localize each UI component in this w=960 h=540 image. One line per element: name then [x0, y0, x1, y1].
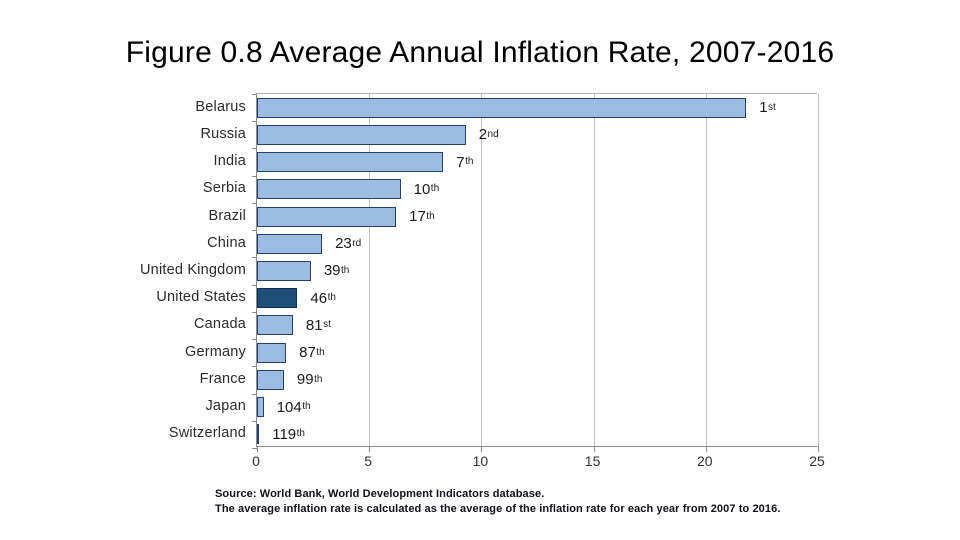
category-label-serbia: Serbia	[202, 180, 246, 197]
category-axis-tick	[252, 312, 257, 313]
category-axis-tick	[252, 203, 257, 204]
category-axis-tick	[252, 448, 257, 449]
bar-india	[257, 152, 444, 173]
category-axis-labels: Belarus Russia India Serbia Brazil China Unite…	[0, 93, 246, 447]
x-axis-tick-25	[818, 446, 819, 452]
category-label-russia: Russia	[200, 125, 246, 142]
category-axis-tick	[252, 257, 257, 258]
category-label-china: China	[207, 234, 246, 251]
x-tick-label-25: 25	[809, 453, 825, 469]
x-axis-tick-20	[705, 446, 707, 452]
category-axis-tick	[252, 421, 257, 422]
source-line-1: Source: World Bank, World Development In…	[215, 488, 545, 500]
category-axis-tick	[252, 148, 257, 149]
bar-switzerland	[257, 424, 260, 445]
category-label-belarus: Belarus	[195, 98, 246, 115]
category-axis-tick	[252, 121, 257, 122]
x-tick-label-15: 15	[584, 453, 601, 469]
bar-germany	[257, 342, 287, 363]
gridline-15	[593, 94, 595, 446]
source-line-2: The average inflation rate is calculated…	[215, 503, 781, 515]
category-label-united-states: United States	[156, 289, 246, 306]
x-tick-label-20: 20	[697, 453, 713, 469]
category-label-canada: Canada	[194, 316, 246, 333]
bar-russia	[257, 124, 466, 145]
category-axis-tick	[252, 94, 257, 95]
category-label-india: India	[213, 153, 246, 170]
category-axis-tick	[252, 285, 257, 286]
category-axis-tick	[252, 339, 257, 340]
bar-canada	[257, 315, 293, 336]
bar-japan	[257, 397, 264, 418]
x-axis-tick-15	[593, 446, 595, 452]
category-axis-tick	[252, 394, 257, 395]
category-label-france: France	[199, 370, 246, 387]
category-label-brazil: Brazil	[208, 207, 246, 224]
category-axis-tick	[252, 230, 257, 231]
bar-belarus	[257, 97, 747, 118]
x-tick-label-10: 10	[472, 453, 489, 469]
x-axis-tick-5	[369, 446, 371, 452]
x-axis-labels: 0 5 10 15 20 25	[252, 453, 825, 473]
category-axis-tick	[252, 176, 257, 177]
x-axis-tick-10	[481, 446, 483, 452]
gridline-5	[369, 94, 371, 446]
gridline-10	[481, 94, 483, 446]
bar-united-kingdom	[257, 261, 311, 281]
category-label-switzerland: Switzerland	[168, 425, 246, 442]
chart-title: Figure 0.8 Average Annual Inflation Rate…	[125, 36, 835, 69]
bar-brazil	[257, 206, 397, 227]
category-label-germany: Germany	[184, 343, 246, 360]
category-label-united-kingdom: United Kingdom	[140, 261, 246, 278]
bar-france	[257, 369, 284, 390]
x-tick-label-0: 0	[252, 453, 260, 469]
category-label-japan: Japan	[205, 398, 246, 415]
gridline-25	[818, 94, 819, 446]
source-note: Source: World Bank, World Development In…	[215, 487, 780, 517]
category-axis-tick	[252, 366, 257, 367]
bar-united-states	[257, 288, 298, 309]
gridline-20	[705, 94, 707, 446]
bar-china	[257, 233, 323, 254]
x-tick-label-5: 5	[364, 453, 373, 469]
bar-serbia	[257, 179, 401, 200]
x-axis-tick-0	[257, 446, 258, 452]
